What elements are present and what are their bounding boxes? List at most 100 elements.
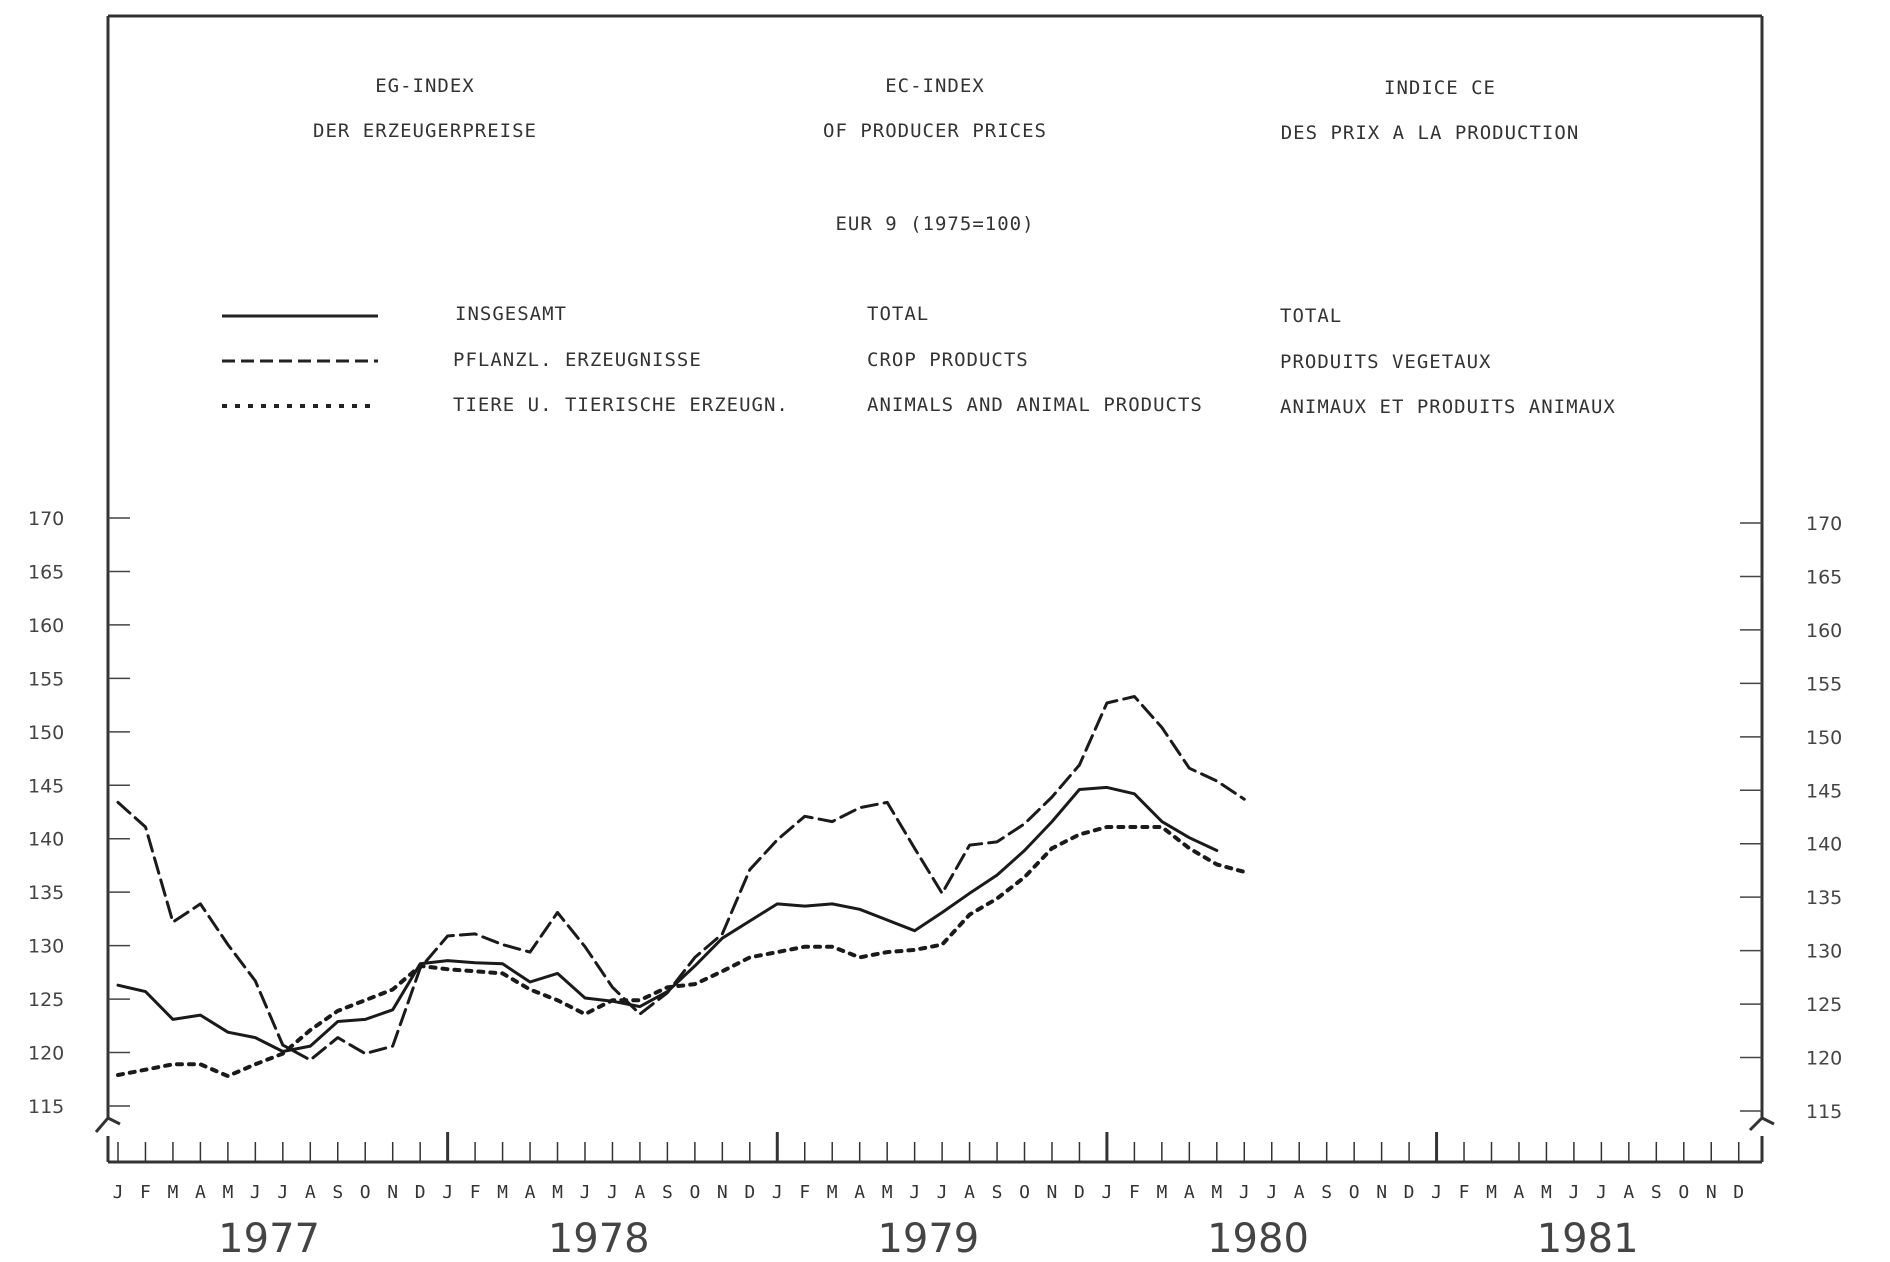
axes-layer: 170 170 165 165 160 160 155 155 150 150 145 145 140 1…	[28, 508, 1842, 1262]
axis-break-left	[94, 1116, 121, 1133]
x-month-label-25: F	[799, 1182, 810, 1203]
y-label-right-155: 155	[1806, 673, 1842, 695]
y-label-right-170: 170	[1806, 513, 1842, 535]
series-layer	[116, 695, 1247, 1079]
legend-animal-en: ANIMALS AND ANIMAL PRODUCTS	[867, 394, 1203, 416]
x-month-label-53: J	[1568, 1182, 1579, 1203]
x-month-label-4: M	[222, 1182, 233, 1203]
x-month-label-58: N	[1706, 1182, 1717, 1203]
series-line-solid	[116, 785, 1219, 1053]
x-year-label-1979: 1979	[877, 1216, 979, 1262]
x-month-label-47: D	[1404, 1182, 1415, 1203]
y-label-left-125: 125	[28, 989, 64, 1011]
header-fr-line1: INDICE CE	[1384, 77, 1496, 99]
x-month-label-28: M	[882, 1182, 893, 1203]
legend-crop-de: PFLANZL. ERZEUGNISSE	[453, 349, 702, 371]
y-label-left-150: 150	[28, 722, 64, 744]
x-month-label-51: A	[1514, 1182, 1525, 1203]
x-month-label-40: M	[1211, 1182, 1222, 1203]
header-de-line1: EG-INDEX	[375, 75, 475, 97]
y-label-right-150: 150	[1806, 727, 1842, 749]
y-label-right-165: 165	[1806, 566, 1842, 588]
y-label-left-115: 115	[28, 1096, 64, 1118]
legend-crop-en: CROP PRODUCTS	[867, 349, 1029, 371]
x-month-label-54: J	[1596, 1182, 1607, 1203]
x-month-label-50: M	[1486, 1182, 1497, 1203]
header-de-line2: DER ERZEUGERPREISE	[313, 120, 537, 142]
x-month-label-39: A	[1184, 1182, 1195, 1203]
x-month-label-6: J	[277, 1182, 288, 1203]
x-year-label-1981: 1981	[1537, 1216, 1639, 1262]
x-year-label-1980: 1980	[1207, 1216, 1309, 1262]
x-month-label-49: F	[1459, 1182, 1470, 1203]
y-label-left-140: 140	[28, 829, 64, 851]
x-month-label-9: O	[360, 1182, 371, 1203]
y-label-left-170: 170	[28, 508, 64, 530]
y-label-right-120: 120	[1806, 1048, 1842, 1070]
x-month-label-43: A	[1294, 1182, 1305, 1203]
y-label-left-120: 120	[28, 1043, 64, 1065]
x-month-label-42: J	[1266, 1182, 1277, 1203]
legend-total-en: TOTAL	[867, 303, 929, 325]
x-month-label-56: S	[1651, 1182, 1662, 1203]
header-fr-line2: DES PRIX A LA PRODUCTION	[1281, 122, 1580, 144]
x-month-label-20: S	[662, 1182, 673, 1203]
x-month-label-55: A	[1623, 1182, 1634, 1203]
x-month-label-16: M	[552, 1182, 563, 1203]
series-line-dotted	[116, 825, 1247, 1079]
x-month-label-52: M	[1541, 1182, 1552, 1203]
x-month-label-44: S	[1321, 1182, 1332, 1203]
x-month-label-7: A	[305, 1182, 316, 1203]
y-label-left-145: 145	[28, 775, 64, 797]
y-label-right-160: 160	[1806, 620, 1842, 642]
x-month-label-41: J	[1239, 1182, 1250, 1203]
x-month-label-5: J	[250, 1182, 261, 1203]
y-label-right-130: 130	[1806, 941, 1842, 963]
legend-animal-fr: ANIMAUX ET PRODUITS ANIMAUX	[1280, 396, 1616, 418]
x-month-label-18: J	[607, 1182, 618, 1203]
y-label-left-135: 135	[28, 882, 64, 904]
header-en-line1: EC-INDEX	[885, 75, 985, 97]
x-month-label-34: N	[1047, 1182, 1058, 1203]
header-en-line2: OF PRODUCER PRICES	[823, 120, 1047, 142]
x-month-label-14: M	[497, 1182, 508, 1203]
x-month-label-36: J	[1101, 1182, 1112, 1203]
x-month-label-24: J	[772, 1182, 783, 1203]
x-month-label-30: J	[937, 1182, 948, 1203]
x-month-label-21: O	[689, 1182, 700, 1203]
legend-animal-de: TIERE U. TIERISCHE ERZEUGN.	[453, 394, 789, 416]
x-month-label-38: M	[1156, 1182, 1167, 1203]
x-month-label-37: F	[1129, 1182, 1140, 1203]
x-month-label-15: A	[525, 1182, 536, 1203]
x-month-label-1: F	[140, 1182, 151, 1203]
x-month-label-59: D	[1733, 1182, 1744, 1203]
y-label-left-155: 155	[28, 668, 64, 690]
x-month-label-10: N	[387, 1182, 398, 1203]
x-month-label-12: J	[442, 1182, 453, 1203]
x-year-label-1978: 1978	[548, 1216, 650, 1262]
header-base: EUR 9 (1975=100)	[835, 213, 1034, 235]
x-month-label-3: A	[195, 1182, 206, 1203]
x-month-label-35: D	[1074, 1182, 1085, 1203]
legend-total-de: INSGESAMT	[455, 303, 567, 325]
x-month-label-2: M	[168, 1182, 179, 1203]
x-month-label-26: M	[827, 1182, 838, 1203]
legend-total-fr: TOTAL	[1280, 305, 1342, 327]
x-month-label-46: N	[1376, 1182, 1387, 1203]
x-month-label-45: O	[1349, 1182, 1360, 1203]
x-month-label-27: A	[854, 1182, 865, 1203]
x-month-label-19: A	[635, 1182, 646, 1203]
x-month-label-31: A	[964, 1182, 975, 1203]
legend-crop-fr: PRODUITS VEGETAUX	[1280, 351, 1491, 373]
x-month-label-48: J	[1431, 1182, 1442, 1203]
y-label-left-130: 130	[28, 936, 64, 958]
x-month-label-57: O	[1678, 1182, 1689, 1203]
x-month-label-0: J	[113, 1182, 124, 1203]
x-month-label-29: J	[909, 1182, 920, 1203]
x-month-label-17: J	[580, 1182, 591, 1203]
series-line-dashed	[116, 695, 1246, 1062]
y-label-right-125: 125	[1806, 994, 1842, 1016]
x-month-label-13: F	[470, 1182, 481, 1203]
x-month-label-8: S	[332, 1182, 343, 1203]
